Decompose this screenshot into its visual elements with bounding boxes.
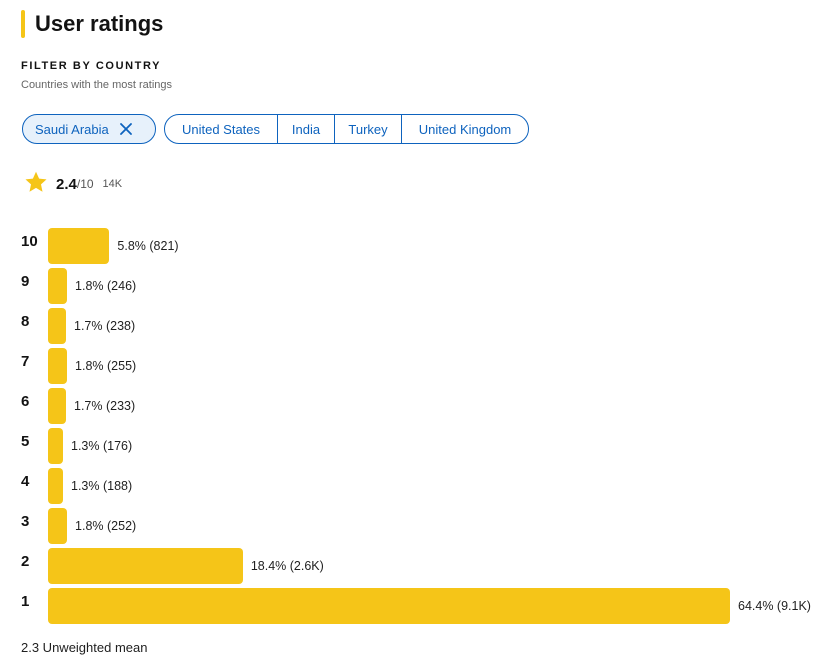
rating-count: 14K [102,178,123,190]
ratings-histogram: 10 5.8% (821) 9 1.8% (246) 8 1.7% (238) 7 1.8% … [0,222,834,632]
close-icon[interactable] [119,122,133,136]
histogram-value-label: 1.7% (233) [74,399,136,413]
histogram-row: 7 1.8% (255) [0,342,834,384]
unweighted-mean: 2.3 Unweighted mean [21,640,148,655]
histogram-bar[interactable] [48,548,243,584]
histogram-row: 8 1.7% (238) [0,302,834,344]
rating-bucket-label: 10 [21,233,38,250]
selected-country-chip[interactable]: Saudi Arabia [22,114,156,144]
rating-bucket-label: 2 [21,553,30,570]
rating-bucket-label: 5 [21,433,30,450]
histogram-value-label: 5.8% (821) [117,239,179,253]
title-accent-bar [21,10,25,38]
rating-score: 2.4 [56,175,77,193]
rating-bucket-label: 8 [21,313,30,330]
rating-bucket-label: 3 [21,513,30,530]
country-option-india[interactable]: India [277,115,334,143]
histogram-bar[interactable] [48,508,68,544]
histogram-bar[interactable] [48,308,66,344]
histogram-row: 6 1.7% (233) [0,382,834,424]
rating-max: /10 [76,177,94,191]
rating-bucket-label: 4 [21,473,30,490]
histogram-value-label: 1.3% (176) [71,439,133,453]
filter-subtitle: Countries with the most ratings [21,79,173,91]
star-icon [24,170,48,199]
histogram-value-label: 1.8% (246) [75,279,137,293]
histogram-bar[interactable] [48,588,730,624]
histogram-row: 4 1.3% (188) [0,462,834,504]
rating-summary: 2.4 /10 14K [24,170,123,199]
histogram-value-label: 1.7% (238) [74,319,136,333]
histogram-bar[interactable] [48,428,63,464]
country-filter-group: United States India Turkey United Kingdo… [164,114,529,144]
rating-bucket-label: 9 [21,273,30,290]
rating-bucket-label: 6 [21,393,30,410]
histogram-row: 10 5.8% (821) [0,222,834,264]
histogram-value-label: 18.4% (2.6K) [250,559,324,573]
histogram-value-label: 64.4% (9.1K) [738,599,811,613]
section-header: User ratings [21,10,163,38]
histogram-row: 1 64.4% (9.1K) [0,582,834,624]
histogram-value-label: 1.8% (252) [75,519,137,533]
histogram-bar[interactable] [48,228,110,264]
selected-country-label: Saudi Arabia [35,121,109,137]
filter-heading: FILTER BY COUNTRY [21,60,162,72]
histogram-row: 5 1.3% (176) [0,422,834,464]
rating-bucket-label: 7 [21,353,30,370]
histogram-row: 9 1.8% (246) [0,262,834,304]
page-title: User ratings [35,11,164,36]
histogram-bar[interactable] [48,468,63,504]
histogram-bar[interactable] [48,388,66,424]
country-option-united-kingdom[interactable]: United Kingdom [401,115,528,143]
histogram-bar[interactable] [48,268,68,304]
rating-bucket-label: 1 [21,593,30,610]
histogram-value-label: 1.8% (255) [75,359,137,373]
country-option-turkey[interactable]: Turkey [334,115,401,143]
country-option-united-states[interactable]: United States [181,121,261,137]
histogram-row: 3 1.8% (252) [0,502,834,544]
histogram-bar[interactable] [48,348,68,384]
histogram-value-label: 1.3% (188) [71,479,133,493]
histogram-row: 2 18.4% (2.6K) [0,542,834,584]
